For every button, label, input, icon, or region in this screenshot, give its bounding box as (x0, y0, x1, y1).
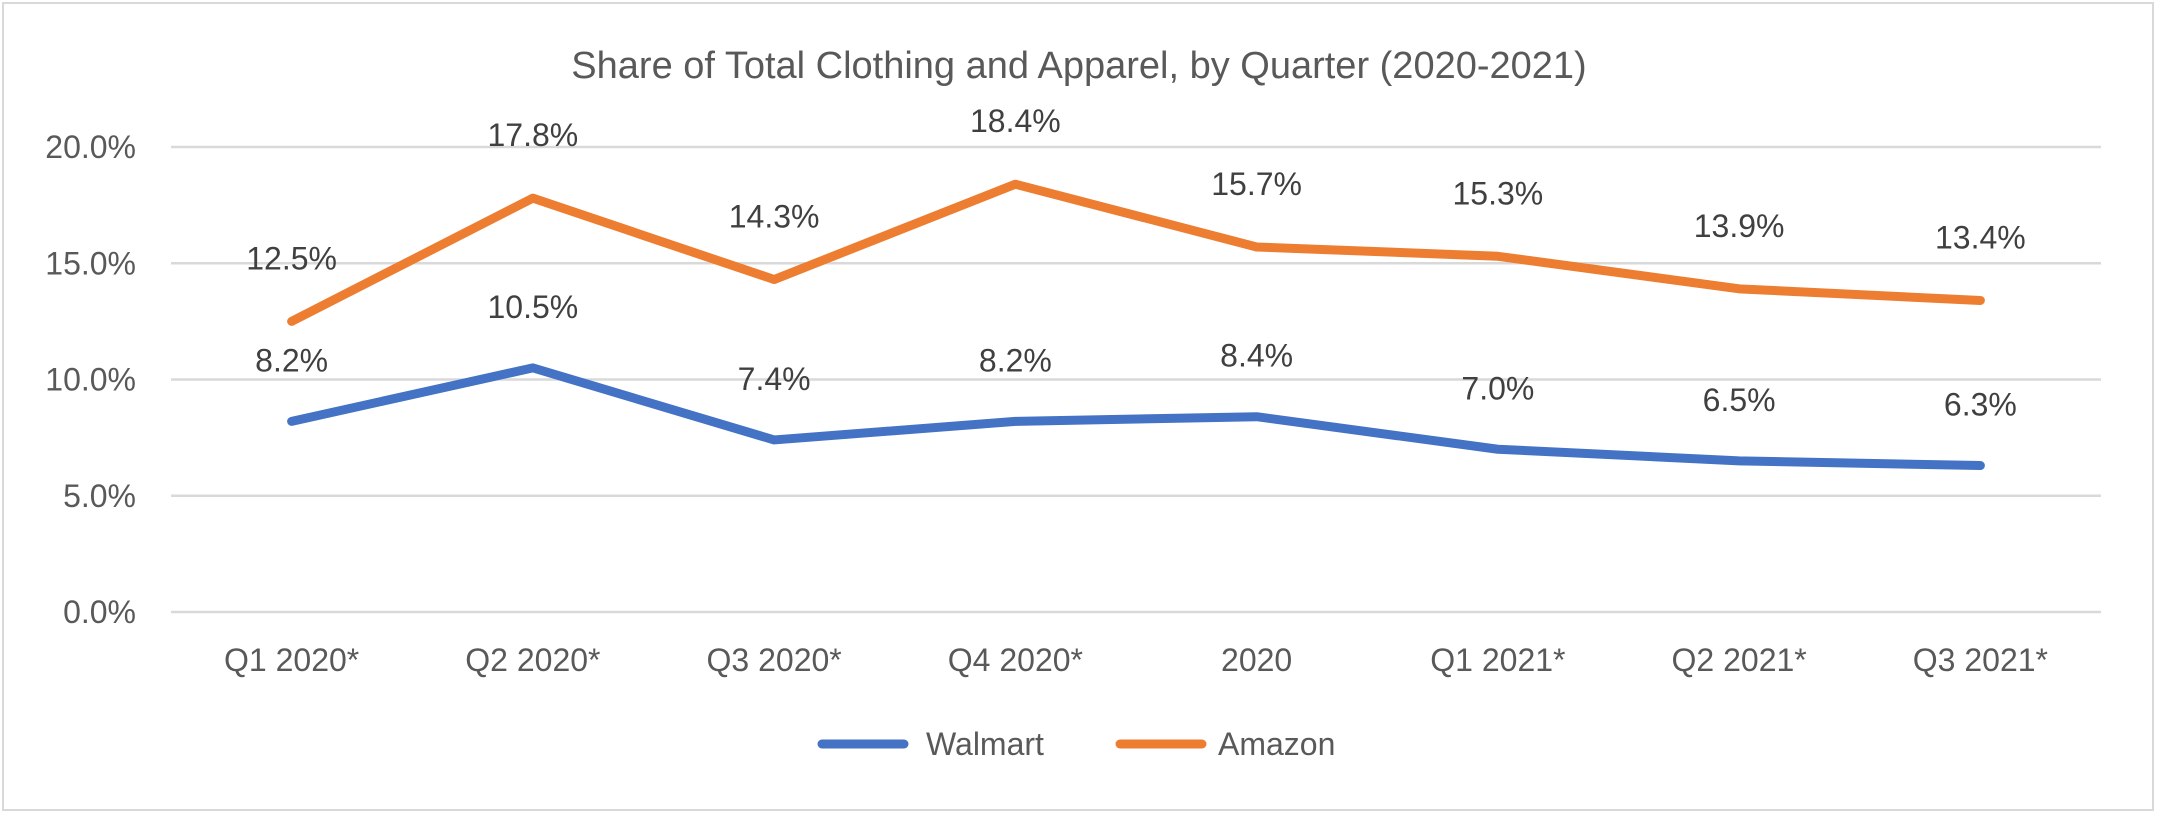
data-label-amazon: 12.5% (246, 240, 337, 276)
legend-item-walmart[interactable]: Walmart (817, 726, 1044, 762)
data-label-amazon: 13.4% (1935, 219, 2026, 255)
x-tick-label: 2020 (1221, 642, 1292, 678)
chart-title: Share of Total Clothing and Apparel, by … (571, 45, 1586, 87)
legend-label: Amazon (1218, 726, 1335, 762)
x-axis-tick-labels: Q1 2020* Q2 2020* Q3 2020* Q4 2020* 2020 Q1 2… (224, 642, 2048, 678)
series-line-walmart (287, 363, 1985, 471)
data-label-amazon: 18.4% (970, 103, 1061, 139)
data-label-amazon: 15.7% (1211, 166, 1302, 202)
data-label-walmart: 8.2% (979, 342, 1052, 378)
y-axis-tick-labels: 0.0% 5.0% 10.0% 15.0% 20.0% (45, 129, 136, 630)
data-label-walmart: 6.3% (1944, 387, 2017, 423)
data-label-walmart: 7.0% (1461, 370, 1534, 406)
data-label-walmart: 10.5% (488, 289, 579, 325)
x-tick-label: Q2 2021* (1672, 642, 1807, 678)
y-tick-label: 20.0% (45, 129, 136, 165)
data-labels: 8.2% 10.5% 7.4% 8.2% 8.4% 7.0% 6.5% 6.3% 12.5% 17… (246, 103, 2025, 422)
data-label-walmart: 6.5% (1703, 382, 1776, 418)
x-tick-label: Q2 2020* (465, 642, 600, 678)
data-label-amazon: 17.8% (488, 117, 579, 153)
x-tick-label: Q4 2020* (948, 642, 1083, 678)
series-line-amazon (287, 179, 1985, 326)
legend-item-amazon[interactable]: Amazon (1115, 726, 1335, 762)
data-label-amazon: 15.3% (1453, 175, 1544, 211)
data-label-walmart: 8.4% (1220, 338, 1293, 374)
y-tick-label: 15.0% (45, 245, 136, 281)
y-tick-label: 0.0% (63, 594, 136, 630)
x-tick-label: Q1 2020* (224, 642, 359, 678)
x-tick-label: Q1 2021* (1430, 642, 1565, 678)
data-label-amazon: 13.9% (1694, 208, 1785, 244)
y-tick-label: 10.0% (45, 362, 136, 398)
data-label-amazon: 14.3% (729, 199, 820, 235)
x-tick-label: Q3 2021* (1913, 642, 2048, 678)
x-tick-label: Q3 2020* (707, 642, 842, 678)
data-label-walmart: 7.4% (738, 361, 811, 397)
data-label-walmart: 8.2% (255, 342, 328, 378)
y-tick-label: 5.0% (63, 478, 136, 514)
legend-label: Walmart (926, 726, 1044, 762)
series-lines (287, 179, 1985, 471)
legend: Walmart Amazon (817, 726, 1335, 762)
